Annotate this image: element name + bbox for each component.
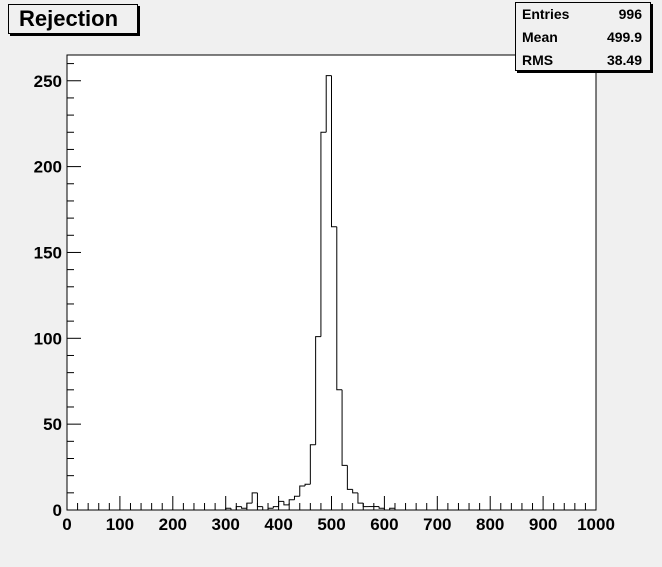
x-tick-label: 400	[264, 515, 292, 534]
stats-mean-value: 499.9	[606, 29, 642, 45]
x-tick-label: 900	[529, 515, 557, 534]
x-tick-label: 600	[370, 515, 398, 534]
stats-rms-label: RMS	[522, 52, 554, 68]
y-tick-label: 100	[34, 329, 62, 348]
histogram-bin	[283, 501, 290, 506]
stats-entries-value: 996	[618, 6, 642, 22]
histogram-bin	[357, 492, 364, 504]
histogram-bin	[309, 444, 316, 485]
x-tick-label: 200	[159, 515, 187, 534]
histogram-bin	[341, 389, 348, 466]
histogram-bin	[336, 226, 343, 391]
y-axis: 0 50 100 150 200 250	[34, 63, 81, 520]
x-tick-label: 100	[106, 515, 134, 534]
histogram-bin	[346, 465, 353, 490]
histogram-bin	[299, 485, 306, 497]
x-tick-label: 300	[212, 515, 240, 534]
x-tick-label: 500	[317, 515, 345, 534]
stats-row-rms: RMS 38.49	[516, 49, 650, 72]
y-tick-label: 150	[34, 243, 62, 262]
stats-row-entries: Entries 996	[516, 3, 650, 26]
y-tick-label: 200	[34, 158, 62, 177]
stats-rms-value: 38.49	[606, 52, 642, 68]
histogram-bin	[331, 75, 337, 228]
statistics-box: Entries 996 Mean 499.9 RMS 38.49	[515, 2, 651, 71]
histogram-bin	[241, 506, 247, 509]
histogram-bin	[304, 483, 311, 486]
histogram-bin	[378, 506, 385, 509]
x-tick-label: 700	[423, 515, 451, 534]
histogram-bin	[251, 492, 258, 504]
histogram-bin	[293, 495, 300, 500]
histogram-bin	[352, 489, 358, 494]
histogram-bin	[272, 506, 279, 509]
histogram-bin	[230, 508, 237, 511]
y-tick-label: 250	[34, 72, 62, 91]
histogram-bin	[315, 336, 321, 445]
histogram-bin	[262, 506, 269, 511]
x-tick-label: 800	[476, 515, 504, 534]
stats-row-mean: Mean 499.9	[516, 26, 650, 49]
y-tick-label: 50	[43, 415, 62, 434]
histogram-bin	[389, 507, 395, 510]
x-tick-label: 0	[62, 515, 71, 534]
histogram-title: Rejection	[8, 4, 138, 34]
histogram-bin	[325, 75, 332, 133]
x-axis: 0 100 200 300 400 500 600 700 800 900 1000	[62, 496, 615, 534]
stats-mean-label: Mean	[522, 29, 558, 45]
y-tick-label: 0	[53, 501, 62, 520]
stats-entries-label: Entries	[522, 6, 570, 22]
histogram-bin	[320, 131, 327, 337]
x-tick-label: 1000	[577, 515, 615, 534]
